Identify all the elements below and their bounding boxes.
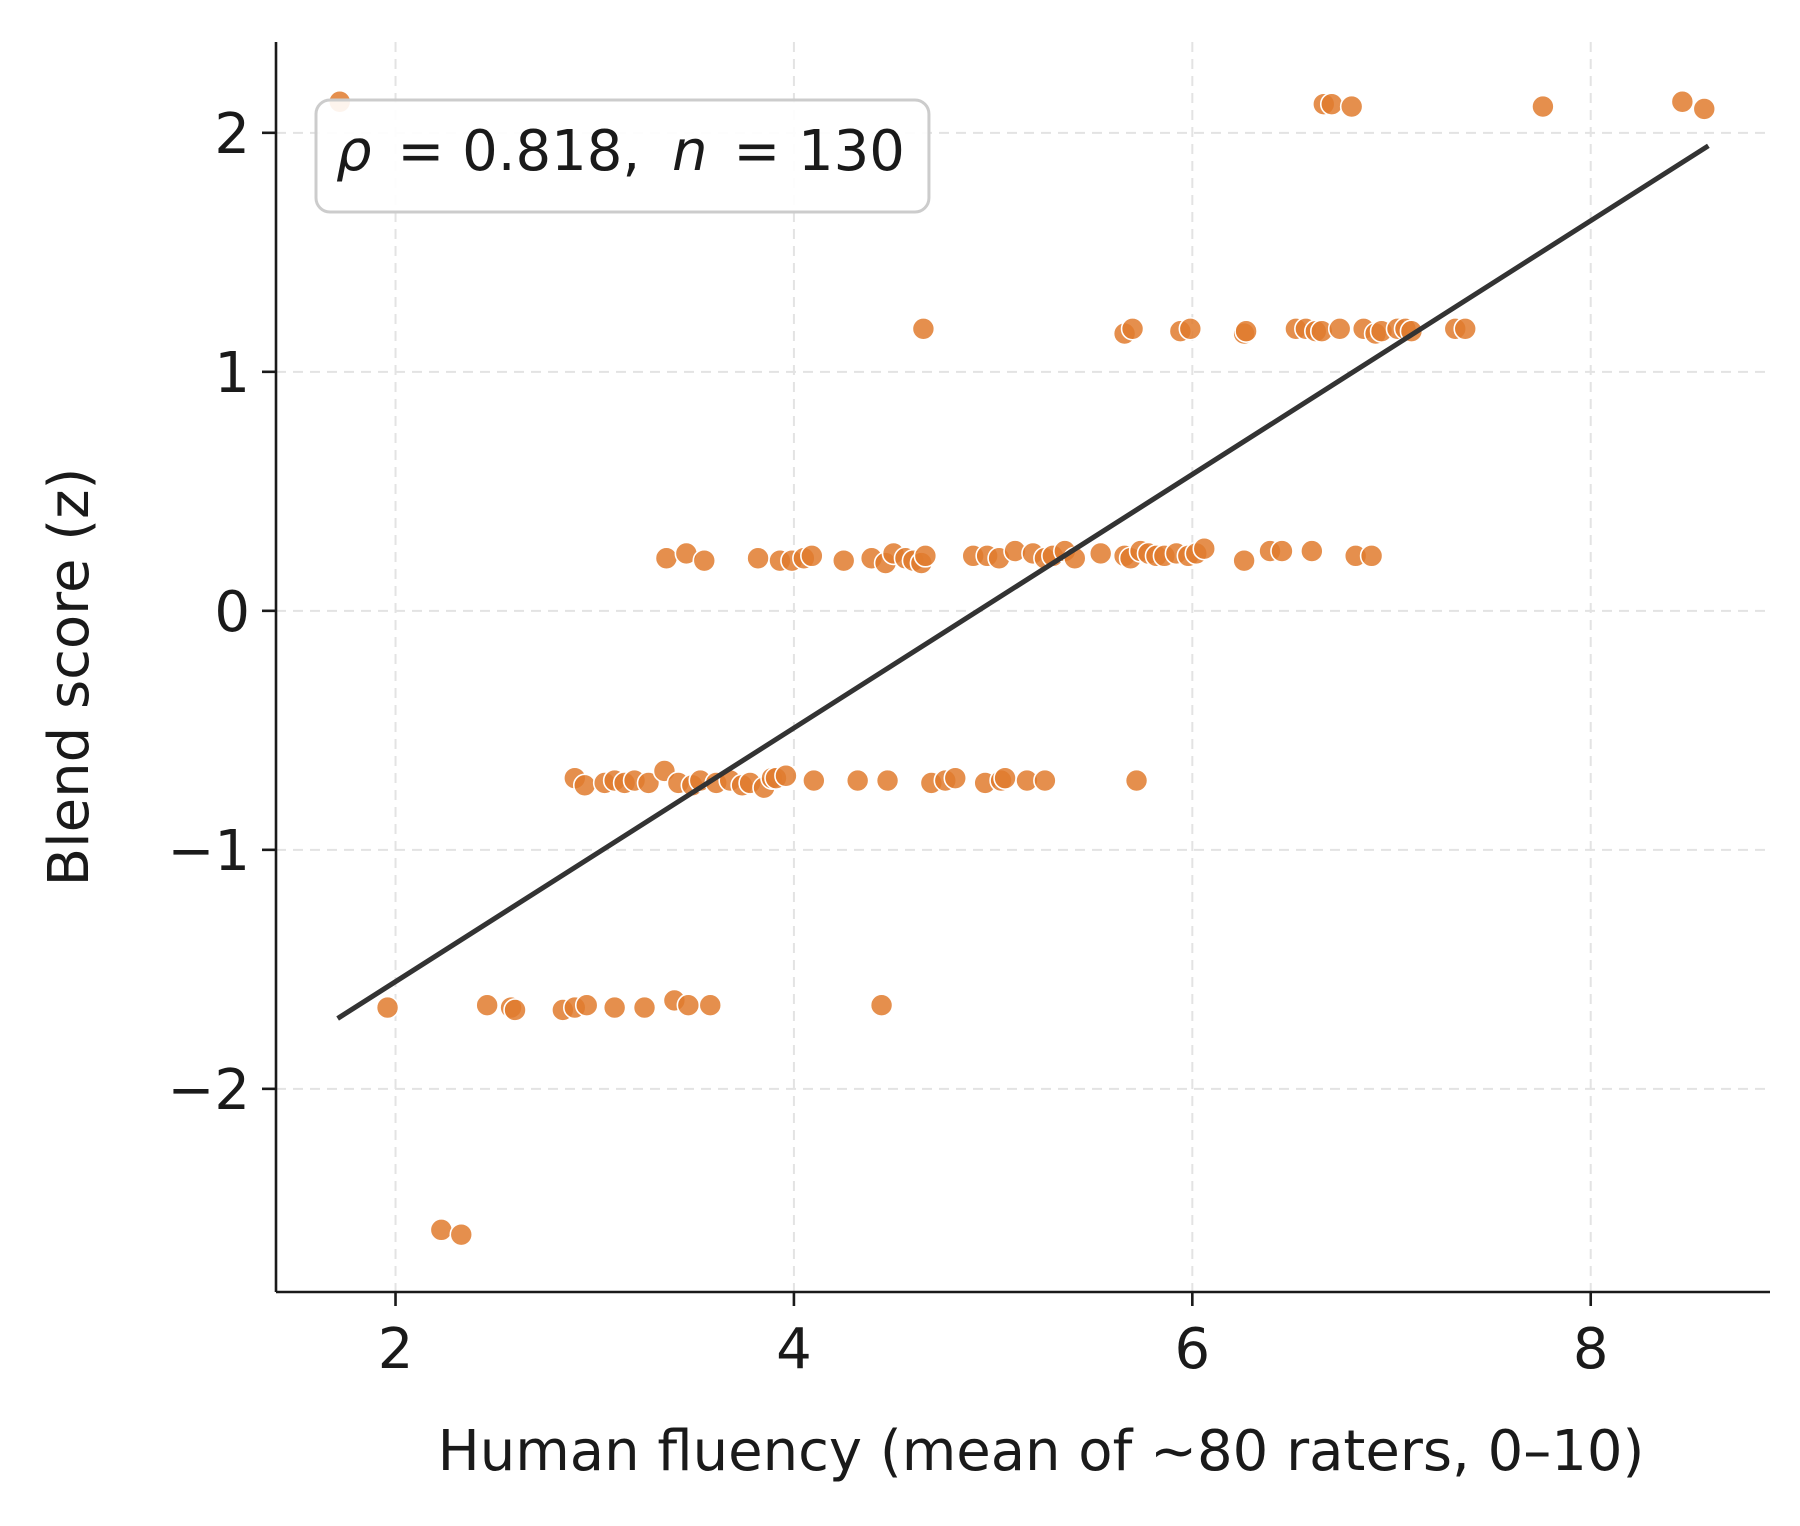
data-point — [1327, 317, 1352, 341]
data-points — [327, 89, 1717, 1247]
regression-line — [336, 143, 1710, 1021]
data-point — [800, 544, 824, 568]
data-point — [1339, 94, 1364, 119]
data-point — [1692, 97, 1717, 121]
data-point — [1088, 541, 1113, 566]
axes — [274, 42, 1770, 1294]
data-point — [636, 771, 661, 795]
data-point — [572, 773, 597, 798]
data-point — [1300, 539, 1324, 563]
data-point — [692, 548, 717, 573]
annotation-text: ρ = 0.818, n = 130 — [336, 119, 905, 184]
data-point — [1270, 539, 1294, 563]
data-point — [1232, 548, 1256, 573]
stats-annotation: ρ = 0.818, n = 130 — [314, 98, 931, 214]
data-point — [375, 995, 400, 1020]
data-point — [654, 546, 679, 571]
data-point — [913, 544, 938, 568]
data-point — [943, 766, 968, 790]
data-point — [1531, 94, 1555, 119]
data-point — [1033, 768, 1057, 793]
annotation-box — [314, 98, 931, 214]
x-ticks: 2 4 6 8 — [378, 1292, 1609, 1382]
rho-symbol: ρ — [336, 119, 372, 184]
data-point — [632, 995, 657, 1020]
n-symbol: n — [672, 119, 708, 184]
data-point — [1124, 768, 1149, 793]
data-point — [774, 763, 798, 788]
data-point — [602, 995, 627, 1020]
rho-value: = 0.818, — [397, 119, 640, 184]
x-tick-label: 4 — [776, 1317, 812, 1382]
data-point — [911, 317, 936, 341]
data-point — [746, 546, 770, 571]
data-point — [1359, 544, 1384, 568]
grid — [276, 42, 1770, 1292]
x-axis-title: Human fluency (mean of ~80 raters, 0–10) — [438, 1419, 1645, 1484]
y-tick-label: 2 — [214, 102, 250, 167]
data-point — [574, 993, 599, 1017]
data-point — [1670, 89, 1695, 114]
data-point — [802, 768, 826, 793]
data-point — [1192, 536, 1217, 561]
data-point — [831, 548, 856, 573]
data-point — [1120, 317, 1145, 341]
data-point — [1234, 319, 1258, 343]
data-point — [845, 768, 870, 793]
data-point — [869, 993, 894, 1017]
y-tick-label: −2 — [167, 1058, 250, 1123]
y-tick-label: 0 — [214, 580, 250, 645]
x-tick-label: 8 — [1573, 1317, 1609, 1382]
data-point — [1178, 317, 1203, 341]
data-point — [1319, 92, 1344, 116]
y-axis-title: Blend score (z) — [37, 468, 102, 887]
data-point — [429, 1218, 454, 1242]
data-point — [1453, 317, 1478, 341]
y-tick-label: 1 — [214, 341, 250, 406]
x-tick-label: 6 — [1174, 1317, 1210, 1382]
data-point — [475, 993, 499, 1017]
data-point — [503, 998, 527, 1022]
data-point — [449, 1222, 474, 1247]
x-tick-label: 2 — [378, 1317, 414, 1382]
data-point — [993, 766, 1017, 790]
fit-line-group — [336, 143, 1710, 1021]
y-ticks: 2 1 0 −1 −2 — [167, 102, 276, 1123]
y-tick-label: −1 — [167, 819, 250, 884]
data-point — [875, 768, 900, 793]
n-value: = 130 — [733, 119, 905, 184]
data-point — [698, 993, 723, 1017]
data-point — [676, 993, 701, 1017]
